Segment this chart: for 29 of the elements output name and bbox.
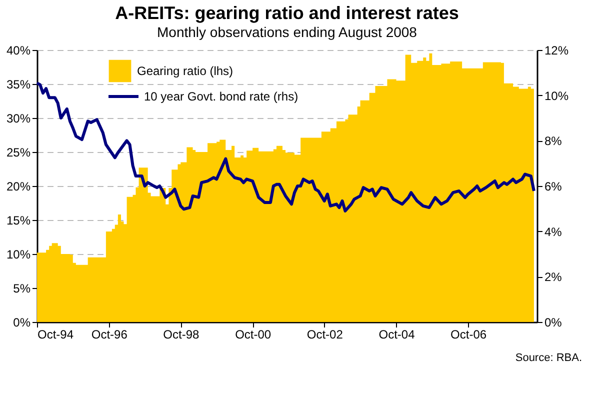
source-note: Source: RBA. xyxy=(515,352,582,364)
y-tick-label: 20% xyxy=(6,180,31,194)
line-series xyxy=(36,82,536,212)
y-tick-label: 35% xyxy=(6,78,31,92)
y-tick-label: 25% xyxy=(6,146,31,160)
x-tick-label: Oct-96 xyxy=(91,328,128,342)
y-tick-label: 5% xyxy=(13,282,31,296)
x-tick-label: Oct-04 xyxy=(378,328,416,342)
y-tick-label: 15% xyxy=(6,214,31,228)
y-tick-label: 40% xyxy=(6,44,31,58)
y2-tick-label: 0% xyxy=(544,316,562,330)
x-tick-label: Oct-98 xyxy=(163,328,200,342)
y-tick-label: 30% xyxy=(6,112,31,126)
y2-tick-label: 12% xyxy=(544,44,569,58)
y2-tick-label: 4% xyxy=(544,224,562,239)
y-tick-label: 10% xyxy=(6,248,31,262)
chart-subtitle: Monthly observations ending August 2008 xyxy=(157,24,418,40)
x-tick-label: Oct-00 xyxy=(235,328,272,342)
y2-tick-label: 6% xyxy=(544,180,562,194)
legend-label: Gearing ratio (lhs) xyxy=(137,64,234,78)
x-tick-label: Oct-94 xyxy=(38,328,74,342)
x-tick-label: Oct-06 xyxy=(450,328,487,342)
y2-tick-label: 10% xyxy=(544,88,569,103)
y-tick-label: 0% xyxy=(13,316,31,330)
legend-label: 10 year Govt. bond rate (rhs) xyxy=(144,90,298,104)
y2-tick-label: 2% xyxy=(544,270,562,284)
chart-title: A-REITs: gearing ratio and interest rates xyxy=(115,3,459,23)
x-tick-label: Oct-02 xyxy=(306,328,344,342)
y2-tick-label: 8% xyxy=(544,134,562,148)
